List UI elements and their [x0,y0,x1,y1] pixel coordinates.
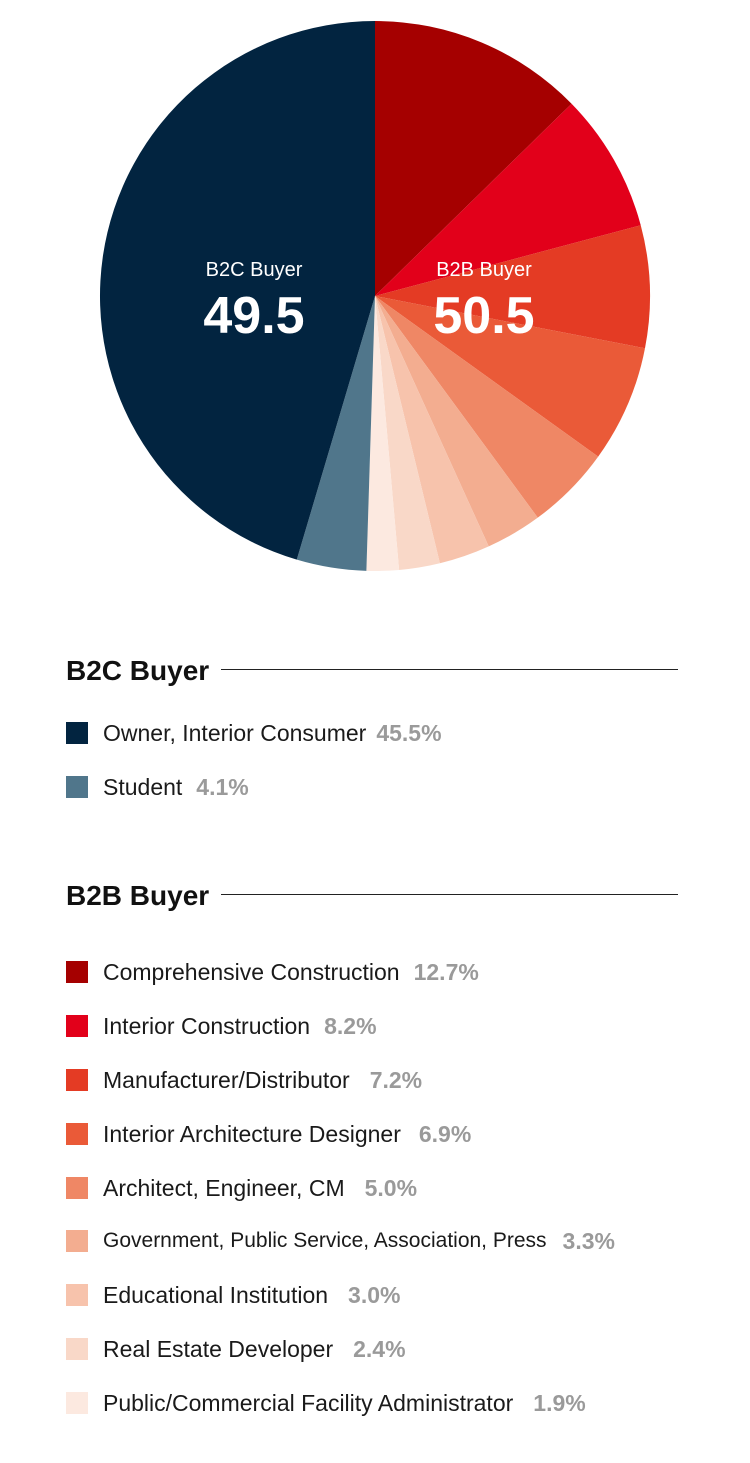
pie-slice-8 [366,296,400,571]
legend-item-label: Comprehensive Construction [103,958,400,985]
legend-item-facility-administrator: Public/Commercial Facility Administrator… [66,1388,586,1418]
legend-item-pct: 7.2% [369,1066,423,1093]
b2b-group-total: 50.5 [433,287,534,345]
pie-slice-6 [375,296,489,564]
legend-item-real-estate-developer: Real Estate Developer 2.4% [66,1334,406,1364]
legend-item-pct: 3.3% [562,1227,615,1254]
b2c-group-total: 49.5 [203,287,304,345]
b2b-group-label: B2B Buyer [436,259,532,281]
swatch-government [66,1230,88,1252]
swatch-real-estate-developer [66,1338,88,1360]
legend-item-label: Educational Institution [103,1281,329,1308]
pie-slice-7 [375,296,440,570]
legend-item-pct: 3.0% [348,1281,401,1308]
pie-slice-4 [375,296,599,518]
swatch-manufacturer-distributor [66,1069,88,1091]
legend-item-interior-construction: Interior Construction 8.2% [66,1011,377,1041]
legend-item-label: Public/Commercial Facility Administrator [103,1389,514,1416]
legend-item-government: Government, Public Service, Association,… [66,1226,615,1256]
pie-slice-5 [375,296,538,547]
pie-slice-9 [296,296,375,571]
legend-item-architect-engineer-cm: Architect, Engineer, CM 5.0% [66,1173,417,1203]
legend-item-label: Owner, Interior Consumer [103,719,367,746]
legend-b2c-title: B2C Buyer [66,655,210,686]
legend-item-label: Real Estate Developer [103,1335,334,1362]
legend-item-student: Student 4.1% [66,772,249,802]
swatch-educational-institution [66,1284,88,1306]
legend-b2c-divider [221,668,678,670]
swatch-architect-engineer-cm [66,1177,88,1199]
pie-slice-1 [375,103,641,296]
swatch-student [66,776,88,798]
legend-b2b: B2B Buyer Comprehensive Construction 12.… [66,876,678,1436]
legend-item-educational-institution: Educational Institution 3.0% [66,1280,400,1310]
pie-slice-3 [375,296,645,457]
legend-b2c-header: B2C Buyer [66,651,678,691]
swatch-interior-architecture-designer [66,1123,88,1145]
legend-item-pct: 4.1% [196,773,249,800]
swatch-interior-construction [66,1015,88,1037]
legend-item-owner: Owner, Interior Consumer 45.5% [66,718,442,748]
legend-item-pct: 5.0% [364,1174,418,1201]
swatch-comprehensive-construction [66,961,88,983]
legend-item-pct: 2.4% [353,1335,406,1362]
legend-item-label: Interior Construction [103,1012,311,1039]
b2c-group-label: B2C Buyer [206,259,303,281]
legend-b2b-header: B2B Buyer [66,876,678,916]
legend-item-pct: 45.5% [376,719,442,746]
legend-item-label: Student [103,773,183,800]
legend-b2c: B2C Buyer Owner, Interior Consumer 45.5%… [66,651,678,811]
pie-slice-2 [375,225,651,349]
legend-item-interior-architecture-designer: Interior Architecture Designer 6.9% [66,1119,471,1149]
pie-slices [99,21,651,571]
swatch-owner [66,722,88,744]
legend-item-label: Interior Architecture Designer [103,1120,401,1147]
legend-item-label: Architect, Engineer, CM [103,1174,345,1201]
legend-item-pct: 12.7% [413,958,479,985]
swatch-facility-administrator [66,1392,88,1414]
legend-item-comprehensive-construction: Comprehensive Construction 12.7% [66,957,479,987]
pie-chart: B2C Buyer 49.5 B2B Buyer 50.5 [99,21,651,571]
legend-item-pct: 1.9% [533,1389,586,1416]
pie-slice-10 [99,21,376,560]
legend-b2b-divider [221,893,678,895]
legend-item-label: Government, Public Service, Association,… [103,1229,547,1252]
pie-slice-0 [375,21,572,296]
legend-item-manufacturer-distributor: Manufacturer/Distributor 7.2% [66,1065,422,1095]
legend-b2b-title: B2B Buyer [66,880,210,911]
legend-item-pct: 6.9% [418,1120,472,1147]
legend-item-pct: 8.2% [324,1012,377,1039]
legend-item-label: Manufacturer/Distributor [103,1066,350,1093]
